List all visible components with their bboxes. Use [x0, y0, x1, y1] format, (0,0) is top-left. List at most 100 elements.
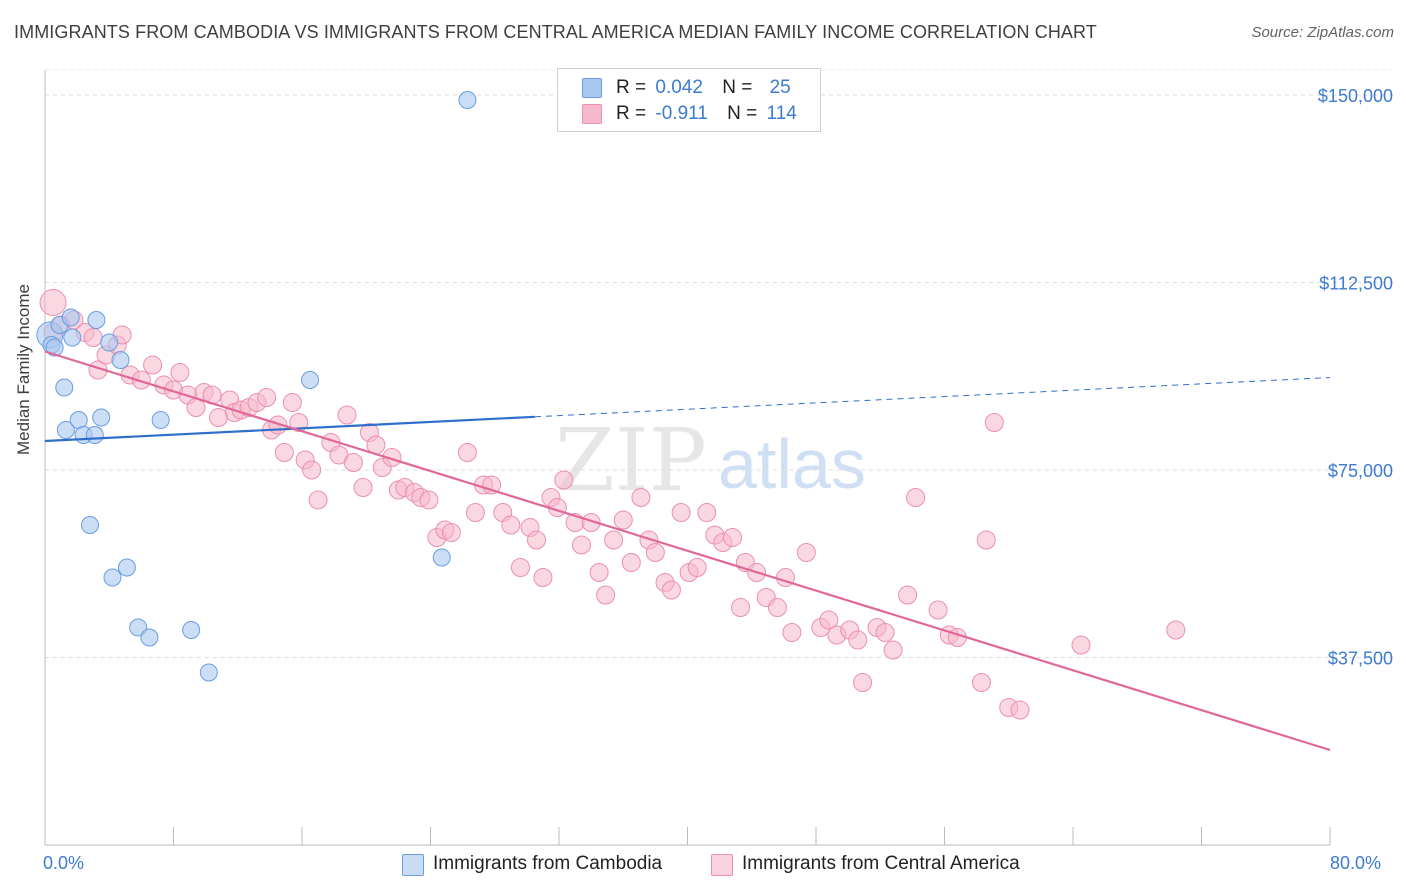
- central-america-point: [782, 623, 802, 642]
- central-america-point: [971, 673, 991, 692]
- y-tick-labels: $37,500 $75,000 $112,500 $150,000: [1318, 86, 1393, 669]
- central-america-point: [39, 289, 67, 316]
- central-america-point: [554, 470, 574, 490]
- central-america-point: [928, 600, 948, 620]
- central-america-point: [282, 393, 302, 412]
- central-america-point: [1071, 635, 1091, 655]
- legend-r-cambodia: 0.042: [655, 77, 703, 98]
- central-america-trend-line: [44, 350, 1331, 752]
- cambodia-point: [100, 333, 119, 352]
- cambodia-point: [85, 426, 104, 444]
- central-america-point: [457, 443, 477, 462]
- source-label: Source: ZipAtlas.com: [1251, 24, 1394, 41]
- central-america-point: [441, 523, 461, 542]
- central-america-point: [906, 488, 926, 507]
- central-america-point: [83, 328, 103, 347]
- central-america-point: [143, 355, 163, 375]
- central-america-point: [848, 630, 868, 650]
- cambodia-trend-extension: [534, 377, 1331, 418]
- legend-swatch-central-america: [582, 104, 602, 124]
- central-america-point: [501, 515, 521, 535]
- central-america-point: [302, 460, 322, 480]
- legend-box: R = 0.042 N = 25 R = -0.911 N = 114: [557, 68, 821, 132]
- cambodia-trend-line: [44, 415, 535, 443]
- central-america-point: [419, 490, 439, 510]
- cambodia-point: [140, 628, 159, 647]
- central-america-point: [274, 443, 294, 462]
- cambodia-point: [92, 408, 111, 427]
- central-america-point: [581, 513, 601, 532]
- central-america-point: [131, 370, 151, 390]
- legend-n-label: N =: [722, 77, 753, 98]
- cambodia-point: [111, 351, 130, 369]
- watermark-zip: ZIP: [555, 411, 707, 511]
- cambodia-point: [151, 411, 170, 429]
- central-america-point: [337, 405, 357, 425]
- y-tick-label-1: $75,000: [1328, 461, 1393, 481]
- watermark: ZIP atlas: [555, 411, 866, 511]
- axes: [44, 70, 1331, 846]
- central-america-point: [796, 543, 816, 562]
- central-america-point: [343, 453, 363, 472]
- bottom-legend-label-central-america: Immigrants from Central America: [742, 853, 1020, 874]
- central-america-point: [289, 413, 309, 432]
- central-america-point: [819, 610, 839, 630]
- central-america-point: [571, 535, 591, 555]
- cambodia-point: [129, 618, 148, 637]
- central-america-point: [687, 558, 707, 577]
- central-america-point: [984, 413, 1004, 432]
- central-america-point: [382, 448, 402, 467]
- grid-lines: [45, 69, 1395, 658]
- central-america-point: [1010, 700, 1030, 720]
- central-america-point: [533, 568, 553, 587]
- cambodia-point: [458, 91, 477, 109]
- cambodia-point: [199, 663, 218, 682]
- central-america-point: [671, 503, 691, 522]
- central-america-point: [883, 640, 903, 660]
- central-america-point: [510, 558, 530, 577]
- bottom-legend-swatch-cambodia: [402, 854, 424, 876]
- central-america-point: [631, 488, 651, 507]
- central-america-point: [722, 528, 742, 547]
- cambodia-point: [55, 378, 74, 397]
- central-america-point: [604, 530, 624, 550]
- cambodia-point: [63, 328, 82, 347]
- central-america-point: [661, 580, 681, 600]
- bottom-legend-label-cambodia: Immigrants from Cambodia: [433, 853, 663, 874]
- central-america-point: [353, 478, 373, 497]
- central-america-point: [613, 510, 633, 530]
- central-america-point: [645, 543, 665, 562]
- cambodia-point: [117, 558, 136, 577]
- legend-swatch-cambodia: [582, 78, 602, 98]
- legend-n-central-america: 114: [766, 103, 797, 124]
- central-america-point: [1166, 620, 1186, 640]
- cambodia-point: [80, 516, 99, 534]
- central-america-point: [589, 563, 609, 582]
- y-tick-label-2: $112,500: [1319, 274, 1393, 294]
- trend-lines: [44, 350, 1331, 752]
- central-america-point: [208, 408, 228, 427]
- central-america-point: [257, 388, 277, 407]
- legend-r-label: R =: [616, 77, 647, 98]
- cambodia-point: [432, 548, 451, 567]
- bottom-legend-swatch-central-america: [711, 854, 733, 876]
- legend-r-central-america: -0.911: [655, 103, 708, 124]
- central-america-point: [697, 503, 717, 522]
- cambodia-point: [103, 568, 122, 587]
- cambodia-point: [301, 371, 320, 389]
- cambodia-point: [61, 308, 80, 327]
- central-america-point: [853, 673, 873, 692]
- central-america-point: [875, 623, 895, 642]
- legend-n-label: N =: [727, 103, 758, 124]
- central-america-point: [767, 598, 787, 617]
- cambodia-points: [36, 91, 477, 682]
- central-america-point: [596, 585, 616, 605]
- x-tick-label-min: 0.0%: [43, 853, 85, 873]
- central-america-point: [465, 503, 485, 522]
- cambodia-point: [182, 621, 201, 639]
- central-america-point: [308, 490, 328, 510]
- central-america-point: [898, 585, 918, 605]
- cambodia-point: [45, 338, 64, 357]
- chart-title: IMMIGRANTS FROM CAMBODIA VS IMMIGRANTS F…: [14, 22, 1097, 42]
